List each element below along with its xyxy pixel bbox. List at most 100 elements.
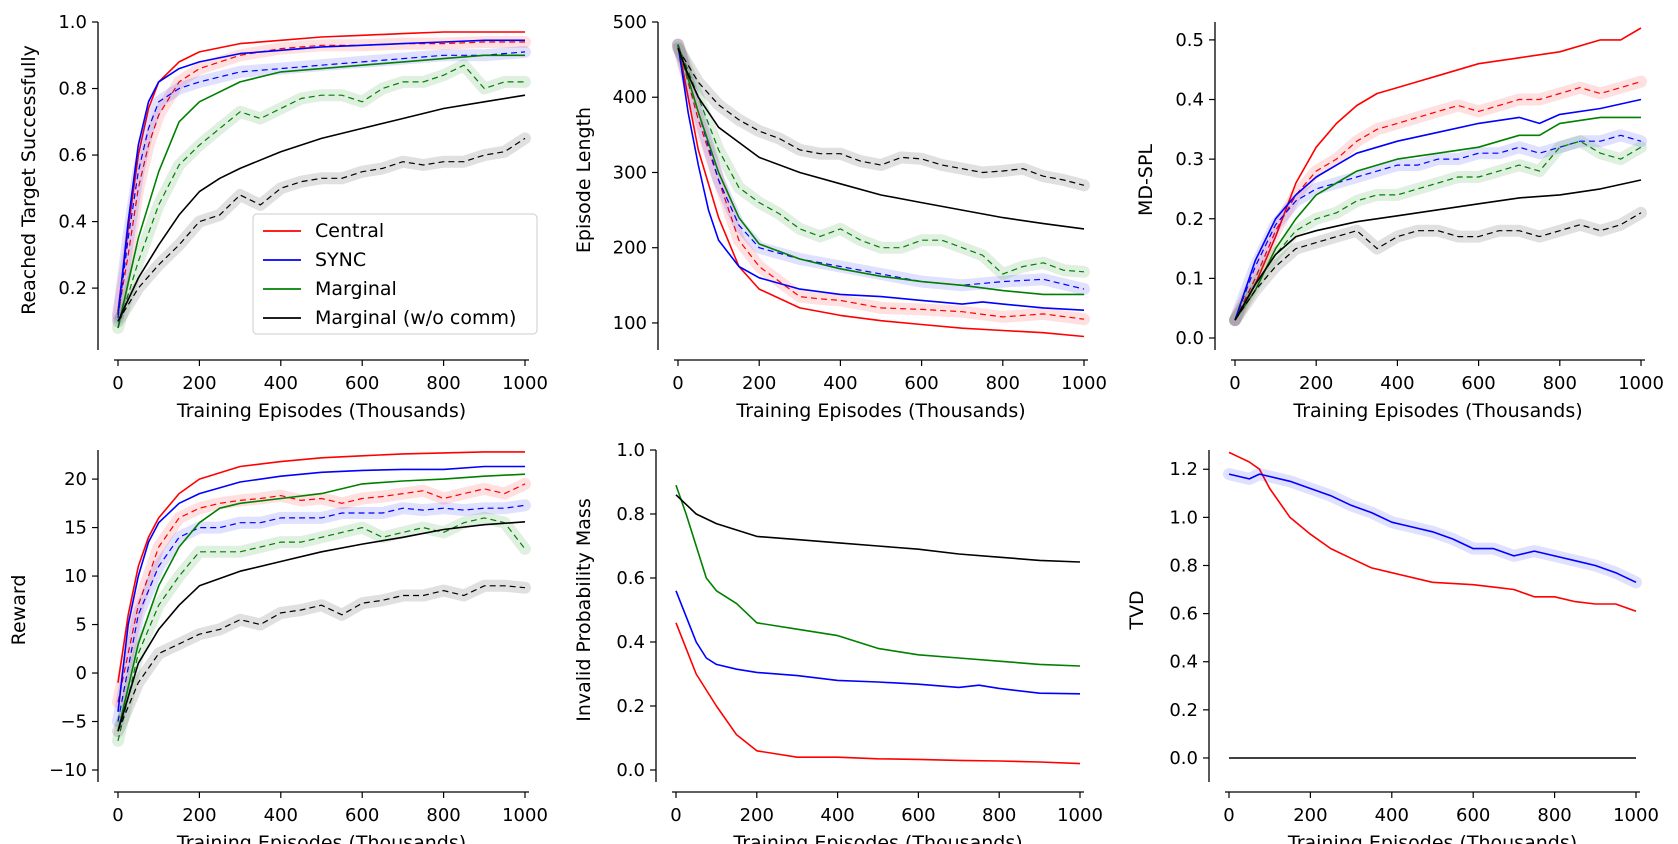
x-tick-label: 1000 [1613,805,1659,826]
y-tick-label: −10 [49,760,87,781]
series-line-central-dashed [677,44,1085,320]
y-axis-label: Episode Length [573,107,595,253]
y-axis-label: Reached Target Successfully [18,45,40,315]
y-tick-label: 0.0 [1169,748,1198,769]
x-tick-label: 800 [1537,805,1571,826]
x-tick-label: 1000 [502,805,548,826]
series-line-sync [1234,98,1642,321]
x-tick-label: 800 [426,373,460,394]
y-tick-label: 15 [64,518,87,539]
x-tick-label: 200 [740,805,774,826]
panel-episode-length: 0 200 400 600 800 1000 100 200 300 400 500 Training… [573,12,1107,422]
series-line-marginal [117,473,526,732]
series-line-sync [677,44,1085,311]
x-tick-label: 200 [742,373,776,394]
x-tick-label: 800 [982,805,1016,826]
series-line-marginal-w-o-comm [677,48,1085,230]
legend-frame [252,213,538,335]
series-line-central [1234,27,1642,321]
panel-reached-target: 0 200 400 600 800 1000 0.2 0.4 0.6 0.8 1.0 Training… [18,12,548,422]
panel-md-spl: 0 200 400 600 800 1000 0.0 0.1 0.2 0.3 0.4 0.5 Train… [1135,22,1664,422]
series-line-central [117,31,525,312]
series-line-marginal-w-o-comm [117,521,526,732]
series-line-central [675,622,1081,765]
series-line-marginal [1234,116,1641,321]
series-line-marginal-dashed [117,64,525,329]
series-line-marginal-w-o-comm [1234,179,1642,321]
x-tick-label: 200 [182,373,216,394]
y-tick-label: −5 [60,712,87,733]
series-line-sync [117,465,525,712]
panel-tvd: 0 200 400 600 800 1000 0.0 0.2 0.4 0.6 0.8 1.0 1.2 Tr… [1126,450,1659,844]
x-tick-label: 200 [1299,373,1333,394]
y-tick-label: 0.0 [616,760,645,781]
y-tick-label: 0.2 [616,696,645,717]
x-tick-label: 400 [1375,805,1409,826]
y-tick-label: 10 [64,566,87,587]
series-line-central [117,451,525,683]
y-tick-label: 0.8 [58,79,87,100]
x-tick-label: 1000 [502,373,548,394]
series-line-sync-dashed [117,504,526,722]
legend-label: Marginal [315,278,397,300]
x-axis-label: Training Episodes (Thousands) [732,832,1022,844]
y-tick-label: 0.4 [616,632,645,653]
legend: Central SYNC Marginal Marginal (w/o comm) [252,213,538,335]
x-tick-label: 800 [426,805,460,826]
x-tick-label: 0 [670,805,681,826]
y-tick-label: 100 [613,313,647,334]
y-tick-label: 0 [76,663,87,684]
series-line-marginal-dashed [117,517,526,742]
y-tick-label: 200 [613,238,647,259]
y-tick-label: 500 [613,12,647,33]
legend-label: Marginal (w/o comm) [315,307,516,329]
series-line-marginal-w-o-comm-dashed [117,137,526,322]
y-tick-label: 5 [76,615,87,636]
y-tick-label: 0.4 [1175,90,1204,111]
panel-reward: 0 200 400 600 800 1000 −10 −5 0 5 10 15 20 Training E… [8,450,548,844]
x-axis-label: Training Episodes (Thousands) [1292,400,1582,422]
x-tick-label: 200 [182,805,216,826]
y-tick-label: 300 [613,162,647,183]
x-tick-label: 1000 [1618,373,1664,394]
x-tick-label: 400 [823,373,857,394]
y-tick-label: 0.3 [1175,149,1204,170]
x-tick-label: 400 [820,805,854,826]
series-line-marginal-w-o-comm [117,94,526,322]
y-tick-label: 1.0 [1169,507,1198,528]
y-axis-label: TVD [1126,590,1148,630]
y-tick-label: 0.5 [1175,30,1204,51]
x-tick-label: 0 [1229,373,1240,394]
x-tick-label: 200 [1293,805,1327,826]
y-tick-label: 0.6 [616,568,645,589]
y-tick-label: 0.8 [616,504,645,525]
y-tick-label: 400 [613,87,647,108]
series-line-marginal-w-o-comm [675,494,1081,563]
x-axis-label: Training Episodes (Thousands) [1287,832,1577,844]
y-tick-label: 0.6 [58,145,87,166]
x-tick-label: 0 [672,373,683,394]
y-tick-label: 0.2 [1169,700,1198,721]
y-tick-label: 0.0 [1175,328,1204,349]
x-tick-label: 600 [904,373,938,394]
legend-label: SYNC [315,249,366,271]
x-tick-label: 800 [986,373,1020,394]
y-axis-label: Invalid Probability Mass [573,498,595,722]
y-tick-label: 0.6 [1169,604,1198,625]
y-tick-label: 1.0 [58,12,87,33]
legend-label: Central [315,220,384,242]
series-band-marginal-w-o-comm-dashed [672,42,1090,192]
y-tick-label: 1.0 [616,440,645,461]
x-tick-label: 600 [1461,373,1495,394]
y-tick-label: 1.2 [1169,459,1198,480]
x-tick-label: 1000 [1061,373,1107,394]
y-axis-label: Reward [8,575,30,646]
y-tick-label: 0.2 [1175,209,1204,230]
series-line-marginal-w-o-comm-dashed [117,585,526,732]
x-tick-label: 400 [264,805,298,826]
y-tick-label: 0.4 [1169,652,1198,673]
panel-invalid-probability-mass: 0 200 400 600 800 1000 0.0 0.2 0.4 0.6 0.8 1.0 Train… [573,440,1103,844]
series-band-central-dashed [1229,75,1647,327]
series-line-sync-dashed [677,44,1085,290]
